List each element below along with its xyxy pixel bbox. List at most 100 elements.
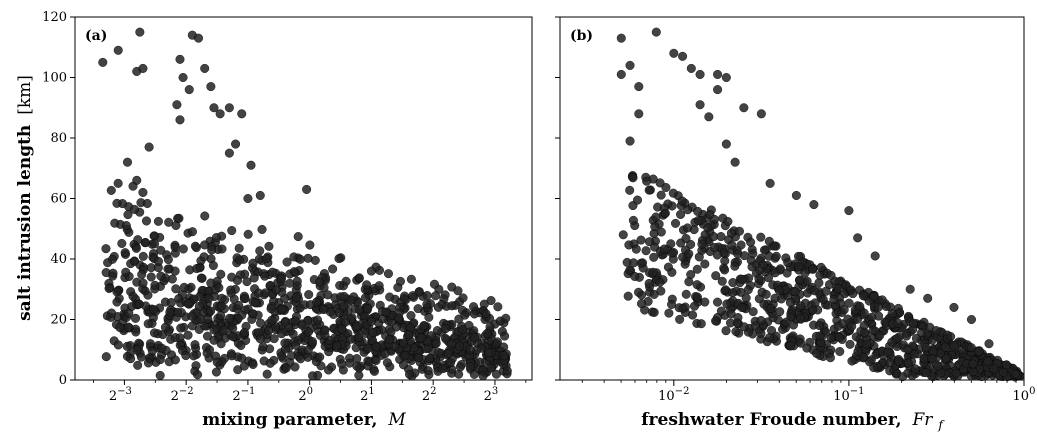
data-point bbox=[206, 82, 216, 92]
data-point bbox=[887, 309, 897, 319]
data-point bbox=[115, 322, 125, 332]
data-point bbox=[143, 358, 153, 368]
data-point bbox=[142, 198, 152, 208]
data-point bbox=[739, 322, 749, 332]
data-point bbox=[126, 354, 136, 364]
y-tick-label: 40 bbox=[50, 252, 67, 267]
data-point bbox=[785, 298, 795, 308]
data-point bbox=[700, 297, 710, 307]
data-point bbox=[234, 300, 244, 310]
data-point bbox=[656, 190, 666, 200]
data-point bbox=[655, 178, 665, 188]
data-point bbox=[143, 319, 153, 329]
data-point bbox=[756, 109, 766, 119]
data-point bbox=[303, 327, 313, 337]
data-point bbox=[233, 365, 243, 375]
data-point bbox=[775, 307, 785, 317]
data-point bbox=[870, 251, 880, 261]
data-point bbox=[853, 346, 863, 356]
data-point bbox=[625, 265, 635, 275]
data-point bbox=[227, 226, 237, 236]
data-point bbox=[655, 277, 665, 287]
data-point bbox=[810, 286, 820, 296]
data-point bbox=[793, 251, 803, 261]
data-point bbox=[194, 301, 204, 311]
data-point bbox=[337, 359, 347, 369]
data-point bbox=[940, 342, 950, 352]
data-point bbox=[790, 287, 800, 297]
data-point bbox=[179, 282, 189, 292]
data-point bbox=[266, 304, 276, 314]
data-point bbox=[746, 237, 756, 247]
data-point bbox=[684, 277, 694, 287]
data-point bbox=[949, 341, 959, 351]
data-point bbox=[227, 351, 237, 361]
data-point bbox=[155, 355, 165, 365]
x-tick-label: 10−1 bbox=[833, 386, 864, 404]
data-point bbox=[689, 301, 699, 311]
data-point bbox=[395, 276, 405, 286]
data-point bbox=[631, 244, 641, 254]
data-point bbox=[713, 85, 723, 95]
data-point bbox=[731, 327, 741, 337]
data-point bbox=[968, 359, 978, 369]
data-point bbox=[455, 362, 465, 372]
data-point bbox=[908, 318, 918, 328]
data-point bbox=[130, 204, 140, 214]
data-point bbox=[692, 264, 702, 274]
data-point bbox=[649, 307, 659, 317]
data-point bbox=[795, 275, 805, 285]
data-point bbox=[664, 308, 674, 318]
data-point bbox=[144, 142, 154, 152]
data-point bbox=[983, 357, 993, 367]
data-point bbox=[271, 285, 281, 295]
data-point bbox=[156, 245, 166, 255]
data-point bbox=[642, 176, 652, 186]
data-point bbox=[465, 362, 475, 372]
data-point bbox=[730, 157, 740, 167]
data-point bbox=[501, 313, 511, 323]
data-point bbox=[319, 305, 329, 315]
data-point bbox=[737, 302, 747, 312]
data-point bbox=[289, 267, 299, 277]
data-point bbox=[634, 82, 644, 92]
data-point bbox=[380, 349, 390, 359]
data-point bbox=[634, 109, 644, 119]
panel-b-y-ticks bbox=[555, 16, 560, 381]
data-point bbox=[734, 226, 744, 236]
data-point bbox=[431, 338, 441, 348]
data-point bbox=[248, 309, 258, 319]
data-point bbox=[424, 370, 434, 380]
data-point bbox=[475, 357, 485, 367]
data-point bbox=[171, 284, 181, 294]
data-point bbox=[783, 258, 793, 268]
data-point bbox=[839, 305, 849, 315]
data-point bbox=[323, 365, 333, 375]
data-point bbox=[833, 284, 843, 294]
data-point bbox=[264, 241, 274, 251]
data-point bbox=[447, 339, 457, 349]
data-point bbox=[216, 311, 226, 321]
data-point bbox=[113, 178, 123, 188]
data-point bbox=[138, 278, 148, 288]
data-point bbox=[895, 308, 905, 318]
data-point bbox=[424, 312, 434, 322]
data-point bbox=[414, 353, 424, 363]
data-point bbox=[262, 369, 272, 379]
data-point bbox=[814, 321, 824, 331]
data-point bbox=[966, 343, 976, 353]
data-point bbox=[668, 188, 678, 198]
data-point bbox=[697, 239, 707, 249]
data-point bbox=[354, 273, 364, 283]
data-point bbox=[765, 178, 775, 188]
y-tick-label: 20 bbox=[50, 313, 67, 328]
x-tick-label: 22 bbox=[422, 386, 437, 404]
data-point bbox=[121, 267, 131, 277]
data-point bbox=[429, 279, 439, 289]
data-point bbox=[844, 298, 854, 308]
data-point bbox=[659, 244, 669, 254]
data-point bbox=[789, 320, 799, 330]
data-point bbox=[644, 185, 654, 195]
data-point bbox=[869, 363, 879, 373]
data-point bbox=[431, 291, 441, 301]
